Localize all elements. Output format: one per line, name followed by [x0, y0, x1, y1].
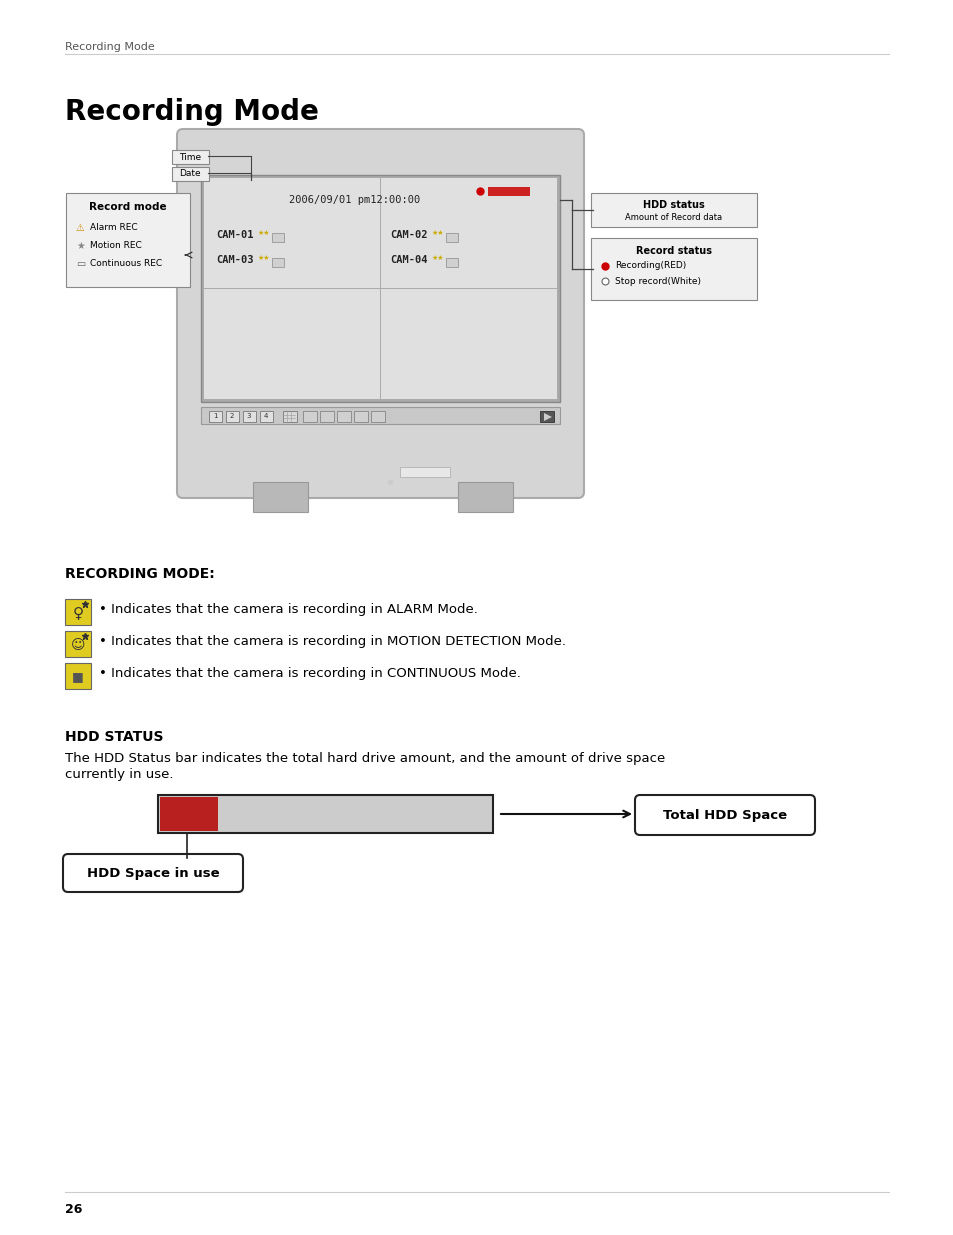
Text: Amount of Record data: Amount of Record data [625, 212, 721, 221]
Text: Continuous REC: Continuous REC [90, 259, 162, 268]
Bar [160, 797, 218, 831]
FancyBboxPatch shape [172, 167, 209, 182]
Text: • Indicates that the camera is recording in CONTINUOUS Mode.: • Indicates that the camera is recording… [99, 667, 520, 680]
Bar [209, 411, 222, 422]
Bar [371, 411, 385, 422]
Text: Recording Mode: Recording Mode [65, 42, 154, 52]
Text: ▭: ▭ [76, 259, 85, 269]
Text: The HDD Status bar indicates the total hard drive amount, and the amount of driv: The HDD Status bar indicates the total h… [65, 752, 664, 764]
Bar [201, 175, 559, 403]
Text: RECORDING MODE:: RECORDING MODE: [65, 567, 214, 580]
Text: • Indicates that the camera is recording in MOTION DETECTION Mode.: • Indicates that the camera is recording… [99, 635, 565, 648]
Text: 2006/09/01 pm12:00:00: 2006/09/01 pm12:00:00 [289, 195, 420, 205]
FancyBboxPatch shape [590, 238, 757, 300]
Bar [272, 258, 284, 267]
Text: Date: Date [179, 169, 200, 179]
Bar [336, 411, 351, 422]
Text: ⚠: ⚠ [76, 224, 85, 233]
Text: ★★: ★★ [432, 254, 444, 261]
Text: CAM-01: CAM-01 [215, 230, 253, 240]
Text: Total HDD Space: Total HDD Space [662, 809, 786, 821]
Bar [319, 411, 334, 422]
Bar [539, 411, 554, 422]
FancyBboxPatch shape [177, 128, 583, 498]
Text: HDD status: HDD status [642, 200, 704, 210]
Text: • Indicates that the camera is recording in ALARM Mode.: • Indicates that the camera is recording… [99, 603, 477, 616]
Bar [65, 663, 91, 689]
FancyBboxPatch shape [172, 149, 209, 164]
Text: 3: 3 [247, 412, 251, 419]
Text: 4: 4 [264, 412, 268, 419]
Text: ■: ■ [72, 671, 84, 683]
Text: Time: Time [179, 152, 201, 162]
Bar [65, 631, 91, 657]
Bar [65, 599, 91, 625]
Bar [400, 467, 450, 477]
Text: CAM-03: CAM-03 [215, 254, 253, 266]
Text: ★: ★ [76, 241, 85, 251]
Bar [272, 233, 284, 242]
Bar [354, 411, 368, 422]
Text: Record mode: Record mode [89, 203, 167, 212]
Text: ★★: ★★ [432, 230, 444, 236]
Bar [253, 482, 308, 513]
Text: Motion REC: Motion REC [90, 242, 142, 251]
Bar [457, 482, 513, 513]
FancyBboxPatch shape [63, 853, 243, 892]
Bar [158, 795, 493, 832]
Bar [226, 411, 239, 422]
Bar [446, 258, 457, 267]
Text: ★★: ★★ [257, 230, 271, 236]
FancyBboxPatch shape [66, 193, 190, 287]
Text: HDD STATUS: HDD STATUS [65, 730, 163, 743]
Text: ♀: ♀ [72, 605, 84, 620]
FancyBboxPatch shape [590, 193, 757, 227]
Text: ☺: ☺ [71, 638, 85, 652]
Bar [260, 411, 273, 422]
Bar [243, 411, 255, 422]
Bar [283, 411, 296, 422]
Text: 2: 2 [230, 412, 233, 419]
Bar [488, 186, 530, 196]
Text: CAM-02: CAM-02 [390, 230, 427, 240]
Text: Alarm REC: Alarm REC [90, 224, 137, 232]
Polygon shape [543, 412, 552, 421]
Text: CAM-04: CAM-04 [390, 254, 427, 266]
Text: HDD Space in use: HDD Space in use [87, 867, 219, 879]
Text: ★★: ★★ [257, 254, 271, 261]
Text: Stop record(White): Stop record(White) [615, 277, 700, 285]
Bar [201, 408, 559, 424]
Text: Recording(RED): Recording(RED) [615, 262, 685, 270]
Text: 26: 26 [65, 1203, 82, 1216]
Text: 1: 1 [213, 412, 217, 419]
Bar [446, 233, 457, 242]
Text: Record status: Record status [636, 246, 711, 256]
FancyBboxPatch shape [635, 795, 814, 835]
Text: Recording Mode: Recording Mode [65, 98, 318, 126]
Bar [303, 411, 316, 422]
Text: currently in use.: currently in use. [65, 768, 173, 781]
Bar [204, 178, 557, 399]
